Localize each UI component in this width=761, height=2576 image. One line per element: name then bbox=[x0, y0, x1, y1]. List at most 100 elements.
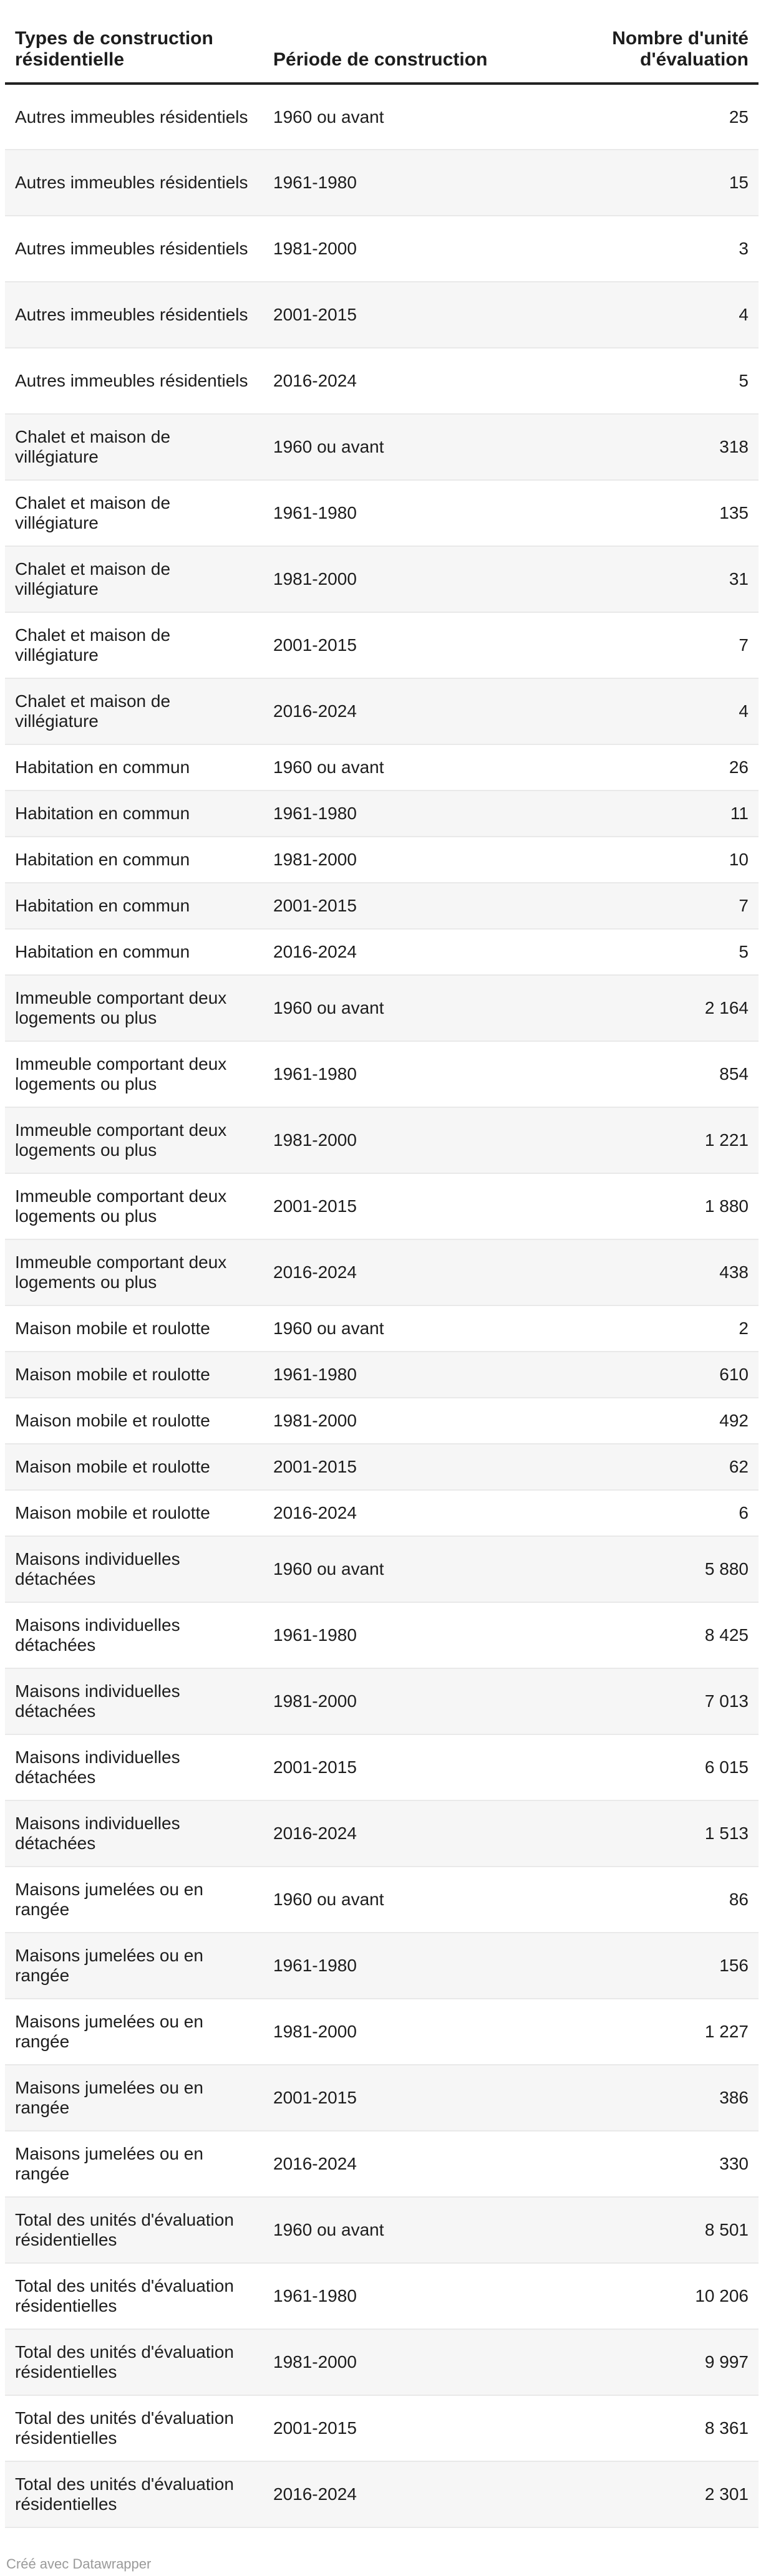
cell-periode: 1981-2000 bbox=[263, 1107, 556, 1174]
table-row: Maisons jumelées ou en rangée 1960 ou ava… bbox=[5, 1867, 759, 1933]
cell-type: Habitation en commun bbox=[5, 744, 263, 791]
cell-type: Immeuble comportant deux logements ou pl… bbox=[5, 1239, 263, 1306]
cell-periode: 2016-2024 bbox=[263, 2461, 556, 2528]
cell-nombre: 10 206 bbox=[556, 2263, 759, 2330]
cell-periode: 2001-2015 bbox=[263, 1444, 556, 1491]
cell-periode: 2001-2015 bbox=[263, 1173, 556, 1240]
table-body: Autres immeubles résidentiels 1960 ou ava… bbox=[5, 84, 759, 2528]
column-header-nombre[interactable]: Nombre d'unité d'évaluation bbox=[556, 0, 759, 85]
table-row: Maisons jumelées ou en rangée 2001-2015 38… bbox=[5, 2065, 759, 2131]
cell-type: Immeuble comportant deux logements ou pl… bbox=[5, 1173, 263, 1240]
table-row: Maison mobile et roulotte 2016-2024 6 bbox=[5, 1490, 759, 1537]
table-row: Chalet et maison de villégiature 1960 ou … bbox=[5, 414, 759, 481]
table-row: Autres immeubles résidentiels 1981-2000 3 bbox=[5, 216, 759, 282]
cell-periode: 1960 ou avant bbox=[263, 84, 556, 150]
cell-periode: 1960 ou avant bbox=[263, 1305, 556, 1352]
cell-periode: 1960 ou avant bbox=[263, 744, 556, 791]
cell-nombre: 5 880 bbox=[556, 1536, 759, 1603]
cell-nombre: 4 bbox=[556, 282, 759, 348]
cell-type: Maison mobile et roulotte bbox=[5, 1305, 263, 1352]
cell-nombre: 6 bbox=[556, 1490, 759, 1537]
data-table: Types de construction résidentielle Péri… bbox=[5, 0, 759, 2528]
cell-type: Total des unités d'évaluation résidentie… bbox=[5, 2329, 263, 2396]
cell-type: Maison mobile et roulotte bbox=[5, 1398, 263, 1444]
cell-type: Autres immeubles résidentiels bbox=[5, 150, 263, 216]
column-header-periode[interactable]: Période de construction bbox=[263, 0, 556, 85]
table-row: Maison mobile et roulotte 1981-2000 492 bbox=[5, 1398, 759, 1444]
cell-nombre: 854 bbox=[556, 1041, 759, 1108]
cell-type: Immeuble comportant deux logements ou pl… bbox=[5, 1041, 263, 1108]
cell-nombre: 135 bbox=[556, 480, 759, 547]
cell-type: Immeuble comportant deux logements ou pl… bbox=[5, 975, 263, 1042]
cell-type: Chalet et maison de villégiature bbox=[5, 612, 263, 679]
table-row: Chalet et maison de villégiature 2016-202… bbox=[5, 678, 759, 745]
data-table-container: Types de construction résidentielle Péri… bbox=[5, 0, 761, 2572]
cell-nombre: 1 880 bbox=[556, 1173, 759, 1240]
cell-periode: 1981-2000 bbox=[263, 546, 556, 613]
cell-periode: 1981-2000 bbox=[263, 2329, 556, 2396]
cell-nombre: 8 361 bbox=[556, 2395, 759, 2462]
cell-periode: 1981-2000 bbox=[263, 1668, 556, 1735]
cell-type: Maisons jumelées ou en rangée bbox=[5, 2065, 263, 2131]
cell-type: Chalet et maison de villégiature bbox=[5, 546, 263, 613]
cell-nombre: 25 bbox=[556, 84, 759, 150]
footer-credit: Créé avec Datawrapper bbox=[6, 2556, 152, 2572]
cell-periode: 2016-2024 bbox=[263, 1239, 556, 1306]
cell-nombre: 86 bbox=[556, 1867, 759, 1933]
cell-periode: 2001-2015 bbox=[263, 282, 556, 348]
cell-type: Autres immeubles résidentiels bbox=[5, 348, 263, 415]
cell-periode: 1960 ou avant bbox=[263, 1867, 556, 1933]
cell-periode: 2001-2015 bbox=[263, 2395, 556, 2462]
cell-type: Chalet et maison de villégiature bbox=[5, 480, 263, 547]
table-row: Autres immeubles résidentiels 2001-2015 4 bbox=[5, 282, 759, 348]
cell-nombre: 10 bbox=[556, 837, 759, 883]
cell-nombre: 6 015 bbox=[556, 1734, 759, 1801]
table-row: Total des unités d'évaluation résidentie… bbox=[5, 2329, 759, 2396]
cell-nombre: 492 bbox=[556, 1398, 759, 1444]
cell-periode: 1961-1980 bbox=[263, 2263, 556, 2330]
cell-periode: 2016-2024 bbox=[263, 2131, 556, 2198]
table-row: Maisons individuelles détachées 1981-2000… bbox=[5, 1668, 759, 1735]
cell-type: Autres immeubles résidentiels bbox=[5, 282, 263, 348]
cell-nombre: 438 bbox=[556, 1239, 759, 1306]
cell-type: Maisons jumelées ou en rangée bbox=[5, 2131, 263, 2198]
table-row: Maisons individuelles détachées 2016-2024… bbox=[5, 1800, 759, 1867]
cell-type: Habitation en commun bbox=[5, 791, 263, 837]
cell-periode: 1961-1980 bbox=[263, 1602, 556, 1669]
table-row: Autres immeubles résidentiels 1960 ou ava… bbox=[5, 84, 759, 150]
cell-type: Habitation en commun bbox=[5, 837, 263, 883]
cell-type: Autres immeubles résidentiels bbox=[5, 216, 263, 282]
cell-type: Total des unités d'évaluation résidentie… bbox=[5, 2263, 263, 2330]
cell-nombre: 2 bbox=[556, 1305, 759, 1352]
cell-periode: 1981-2000 bbox=[263, 837, 556, 883]
cell-periode: 1960 ou avant bbox=[263, 2197, 556, 2264]
cell-nombre: 7 013 bbox=[556, 1668, 759, 1735]
cell-nombre: 156 bbox=[556, 1933, 759, 1999]
cell-type: Maisons jumelées ou en rangée bbox=[5, 1867, 263, 1933]
table-row: Immeuble comportant deux logements ou pl… bbox=[5, 975, 759, 1042]
cell-nombre: 7 bbox=[556, 883, 759, 930]
table-row: Maisons jumelées ou en rangée 1981-2000 1 … bbox=[5, 1999, 759, 2065]
cell-type: Maisons jumelées ou en rangée bbox=[5, 1999, 263, 2065]
table-row: Immeuble comportant deux logements ou pl… bbox=[5, 1041, 759, 1108]
header-row: Types de construction résidentielle Péri… bbox=[5, 0, 759, 85]
table-row: Total des unités d'évaluation résidentie… bbox=[5, 2461, 759, 2528]
cell-periode: 2016-2024 bbox=[263, 678, 556, 745]
cell-periode: 1960 ou avant bbox=[263, 1536, 556, 1603]
cell-periode: 1960 ou avant bbox=[263, 975, 556, 1042]
cell-type: Chalet et maison de villégiature bbox=[5, 414, 263, 481]
table-header: Types de construction résidentielle Péri… bbox=[5, 0, 759, 85]
cell-type: Autres immeubles résidentiels bbox=[5, 84, 263, 150]
cell-nombre: 386 bbox=[556, 2065, 759, 2131]
cell-type: Maisons individuelles détachées bbox=[5, 1602, 263, 1669]
table-row: Habitation en commun 1961-1980 11 bbox=[5, 791, 759, 837]
cell-nombre: 11 bbox=[556, 791, 759, 837]
cell-type: Habitation en commun bbox=[5, 929, 263, 976]
cell-type: Habitation en commun bbox=[5, 883, 263, 930]
table-row: Maison mobile et roulotte 2001-2015 62 bbox=[5, 1444, 759, 1491]
cell-periode: 1961-1980 bbox=[263, 480, 556, 547]
table-row: Maisons individuelles détachées 1960 ou a… bbox=[5, 1536, 759, 1603]
cell-nombre: 1 227 bbox=[556, 1999, 759, 2065]
cell-periode: 1961-1980 bbox=[263, 150, 556, 216]
column-header-type[interactable]: Types de construction résidentielle bbox=[5, 0, 263, 85]
